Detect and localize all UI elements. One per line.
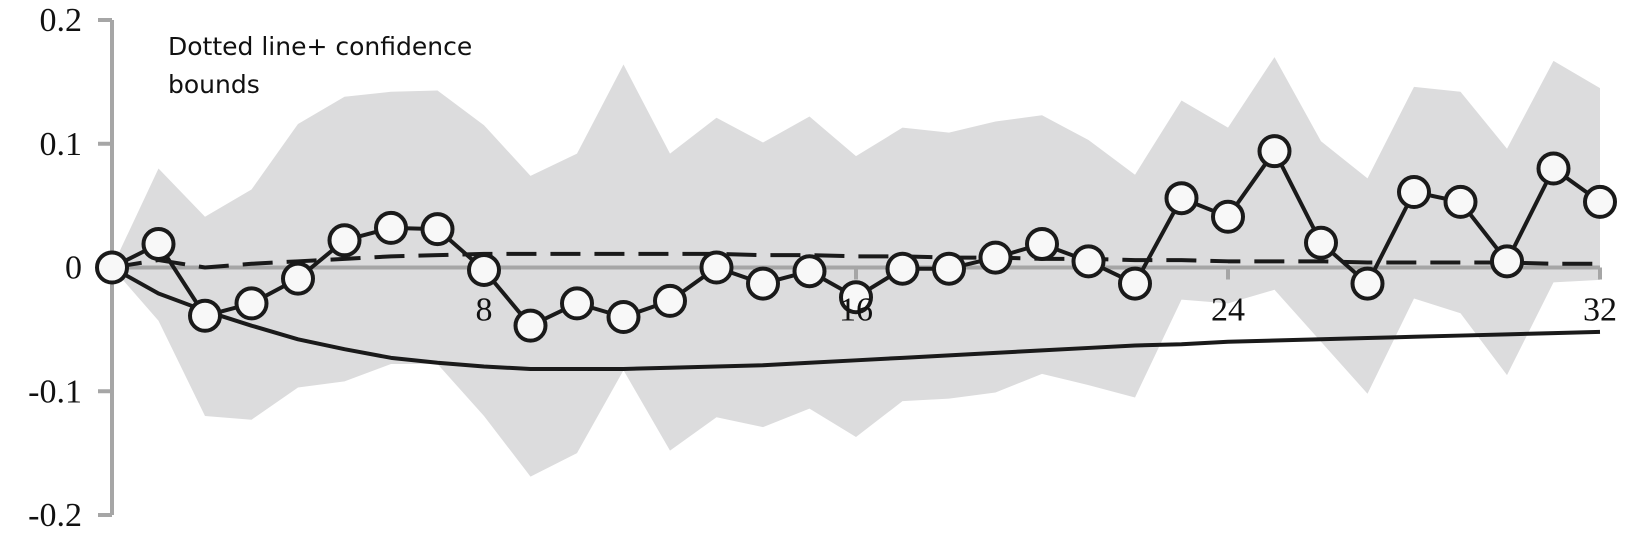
data-point [1350,266,1385,301]
data-point [1304,225,1338,260]
data-point [1536,151,1571,186]
data-point [978,240,1013,275]
data-point [1164,181,1199,216]
data-point [1071,244,1106,279]
data-point [560,286,594,321]
y-tick-label: 0.1 [40,126,83,163]
data-point [95,250,129,285]
data-point [1118,266,1152,301]
y-tick-label: 0.2 [40,2,83,39]
data-point [1211,199,1245,234]
data-point [1583,184,1617,219]
data-point [746,266,780,301]
y-tick-label: -0.1 [28,373,82,410]
data-point [1397,175,1431,210]
data-point [885,251,920,286]
data-point [606,300,641,334]
data-point [1443,184,1478,219]
data-point [839,280,873,315]
y-tick-label: -0.2 [28,497,82,534]
data-point [1025,226,1059,261]
data-point [792,254,827,289]
series-line-dashed [111,251,1600,270]
annotation-line-1: Dotted line+ confidence [168,32,472,61]
data-point [420,212,455,247]
x-tick-label: 16 [839,292,873,329]
data-point [188,298,222,333]
data-point [653,283,687,318]
data-point [467,252,501,287]
data-point [234,286,269,321]
series-line-solid [111,265,1601,371]
x-tick-label: 8 [476,292,493,329]
data-point [374,210,408,245]
data-point [513,308,548,343]
x-tick-label: 24 [1211,292,1245,329]
tick-labels: 0.2 0.1 0 -0.1 -0.2 8 16 24 32 [28,2,1617,534]
annotation-line-2: bounds [168,70,260,99]
data-point [1257,134,1292,169]
y-tick-label: 0 [65,250,82,287]
data-point [1490,244,1524,279]
data-point [141,226,176,261]
data-point [327,223,362,258]
data-point [281,261,315,296]
data-point [932,251,966,286]
marker-layer [95,134,1617,343]
x-tick-label: 32 [1583,292,1617,329]
data-point [699,250,734,285]
